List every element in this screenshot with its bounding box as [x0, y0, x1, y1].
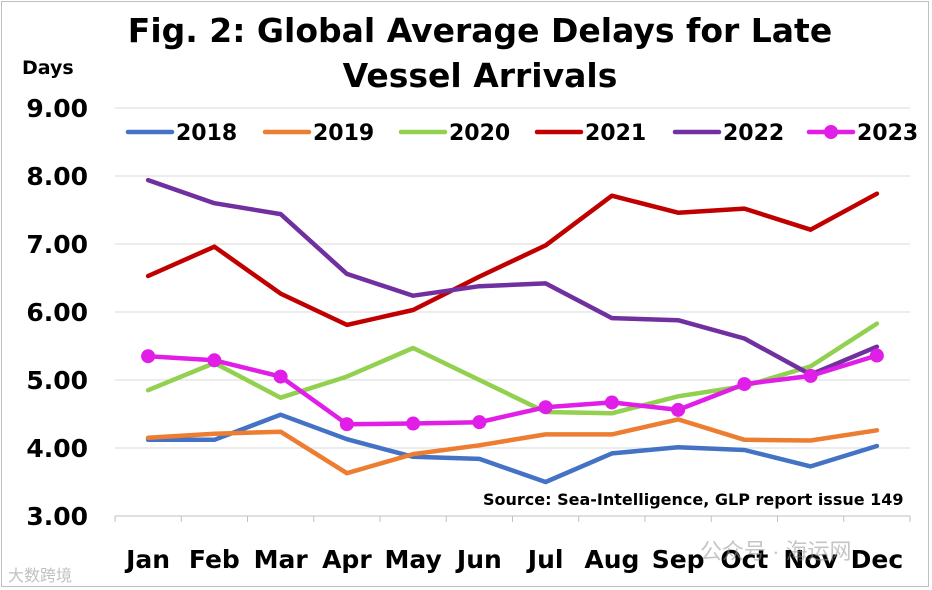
legend-label-2019: 2019: [313, 121, 374, 146]
legend-label-2018: 2018: [176, 121, 237, 146]
series-2023-point: [803, 368, 818, 383]
y-tick-label: 9.00: [26, 94, 88, 123]
series-2023-point: [538, 400, 553, 415]
legend-label-2022: 2022: [723, 121, 784, 146]
series-2023-point: [737, 377, 752, 392]
series-line-2023: [145, 353, 880, 427]
legend-label-2020: 2020: [449, 121, 510, 146]
x-tick-label: Oct: [720, 545, 768, 574]
x-tick-label: Mar: [254, 545, 309, 574]
x-tick-labels: Jan Feb Mar Apr May Jun Jul Aug Sep Oct Nov Dec: [124, 545, 903, 574]
x-tick-label: Nov: [783, 545, 837, 574]
x-tick-label: Feb: [189, 545, 240, 574]
series-2023-point: [472, 415, 487, 430]
series-line-2019: [145, 417, 880, 476]
y-tick-label: 4.00: [26, 434, 88, 463]
series-lines: [141, 177, 884, 485]
series-line-2021: [145, 191, 880, 328]
legend: 2018 2019 2020 2021 2022 2023: [125, 121, 918, 146]
legend-label-2021: 2021: [585, 121, 646, 146]
series-2023-point: [141, 349, 156, 364]
y-tick-label: 3.00: [26, 502, 88, 531]
series-2023-point: [671, 402, 686, 417]
x-tick-label: Apr: [322, 545, 372, 574]
watermark-left: 大数跨境: [8, 568, 73, 585]
y-tick-label: 6.00: [26, 298, 88, 327]
x-tick-label: May: [384, 545, 441, 574]
source-note: Source: Sea-Intelligence, GLP report iss…: [483, 490, 904, 509]
legend-marker-2023: [824, 125, 838, 139]
series-2023-point: [869, 348, 884, 363]
axes: [114, 515, 911, 522]
series-2023-point: [339, 417, 354, 432]
series-line-2022: [145, 177, 880, 377]
y-tick-labels: 3.00 4.00 5.00 6.00 7.00 8.00 9.00: [26, 94, 88, 531]
y-tick-label: 5.00: [26, 366, 88, 395]
x-tick-label: Jun: [455, 545, 502, 574]
chart-title: Fig. 2: Global Average Delays for Late V…: [120, 8, 840, 98]
series-2023-point: [273, 369, 288, 384]
x-tick-label: Sep: [652, 545, 705, 574]
y-tick-label: 8.00: [26, 162, 88, 191]
series-2023-point: [207, 353, 222, 368]
x-tick-label: Dec: [851, 545, 904, 574]
series-line-2018: [145, 412, 880, 485]
x-tick-label: Jul: [526, 545, 564, 574]
chart-title-line-1: Fig. 2: Global Average Delays for Late: [127, 11, 833, 50]
y-tick-label: 7.00: [26, 230, 88, 259]
series-2023-point: [406, 416, 421, 431]
series-2023-point: [604, 395, 619, 410]
x-tick-label: Aug: [584, 545, 639, 574]
legend-label-2023: 2023: [857, 121, 918, 146]
gridlines: [115, 107, 910, 517]
series-line-2020: [145, 321, 880, 416]
x-tick-label: Jan: [124, 545, 170, 574]
chart-title-line-2: Vessel Arrivals: [342, 56, 618, 95]
y-axis-label: Days: [22, 57, 74, 79]
watermark-right: 公众号 · 海运网: [700, 539, 852, 564]
